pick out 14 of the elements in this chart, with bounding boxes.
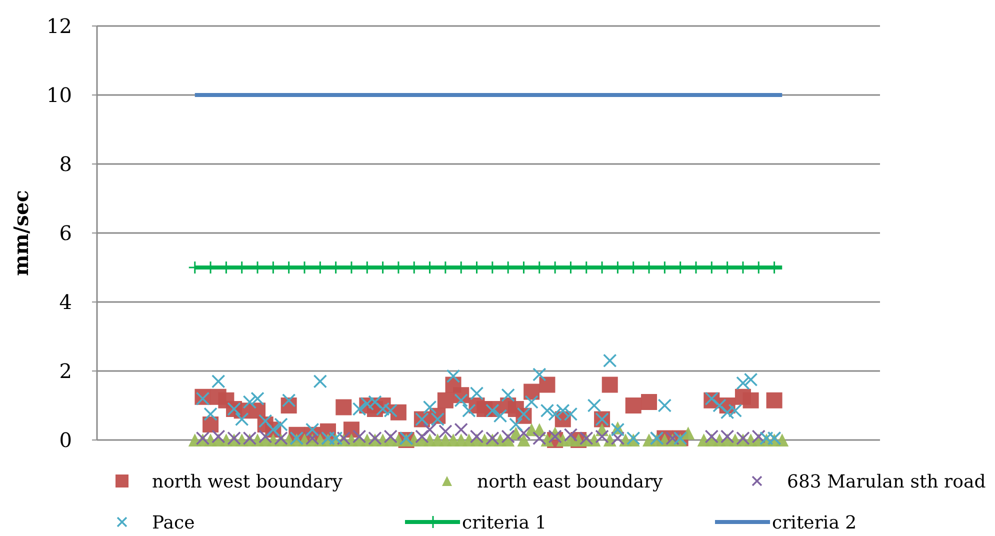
y-tick-label: 0 bbox=[59, 428, 72, 452]
legend-label: Pace bbox=[152, 512, 195, 534]
legend-label: criteria 2 bbox=[772, 512, 857, 534]
legend-label: north east boundary bbox=[477, 471, 664, 492]
legend-label: criteria 1 bbox=[462, 512, 547, 534]
y-tick-label: 10 bbox=[46, 83, 72, 107]
y-tick-label: 12 bbox=[46, 14, 72, 38]
y-tick-label: 6 bbox=[59, 221, 72, 245]
y-tick-label: 4 bbox=[59, 290, 72, 314]
legend-label: north west boundary bbox=[152, 471, 344, 492]
y-tick-label: 2 bbox=[59, 359, 72, 383]
y-axis-title: mm/sec bbox=[9, 190, 33, 276]
y-tick-label: 8 bbox=[59, 152, 72, 176]
legend-label: 683 Marulan sth road bbox=[787, 471, 986, 492]
